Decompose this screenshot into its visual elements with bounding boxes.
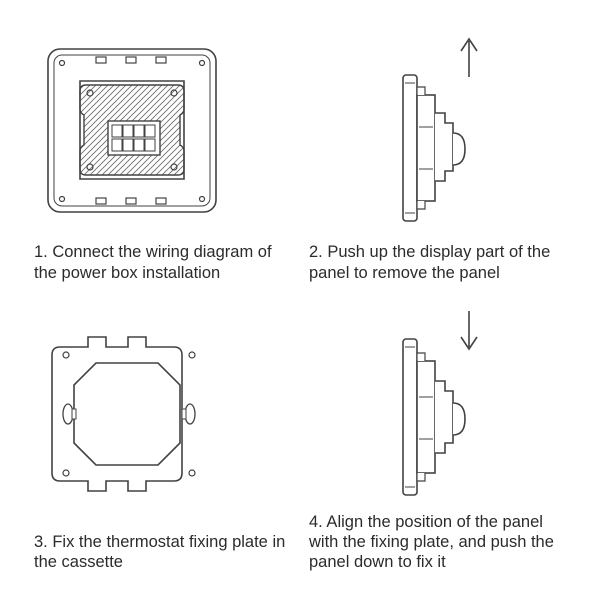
step-3-diagram	[34, 307, 291, 522]
step-2-caption: 2. Push up the display part of the panel…	[309, 242, 566, 282]
instruction-grid: 1. Connect the wiring diagram of the pow…	[34, 28, 566, 572]
front-panel-wiring-svg	[42, 43, 222, 218]
step-4: 4. Align the position of the panel with …	[309, 307, 566, 572]
side-profile-down-svg	[373, 307, 503, 502]
step-4-caption: 4. Align the position of the panel with …	[309, 512, 566, 572]
step-2: 2. Push up the display part of the panel…	[309, 28, 566, 283]
step-3: 3. Fix the thermostat fixing plate in th…	[34, 307, 291, 572]
step-2-diagram	[309, 28, 566, 232]
step-1-diagram	[34, 28, 291, 232]
step-3-caption: 3. Fix the thermostat fixing plate in th…	[34, 532, 291, 572]
side-profile-up-svg	[373, 35, 503, 225]
step-1: 1. Connect the wiring diagram of the pow…	[34, 28, 291, 283]
fixing-plate-svg	[42, 329, 217, 499]
step-1-caption: 1. Connect the wiring diagram of the pow…	[34, 242, 291, 282]
step-4-diagram	[309, 307, 566, 502]
